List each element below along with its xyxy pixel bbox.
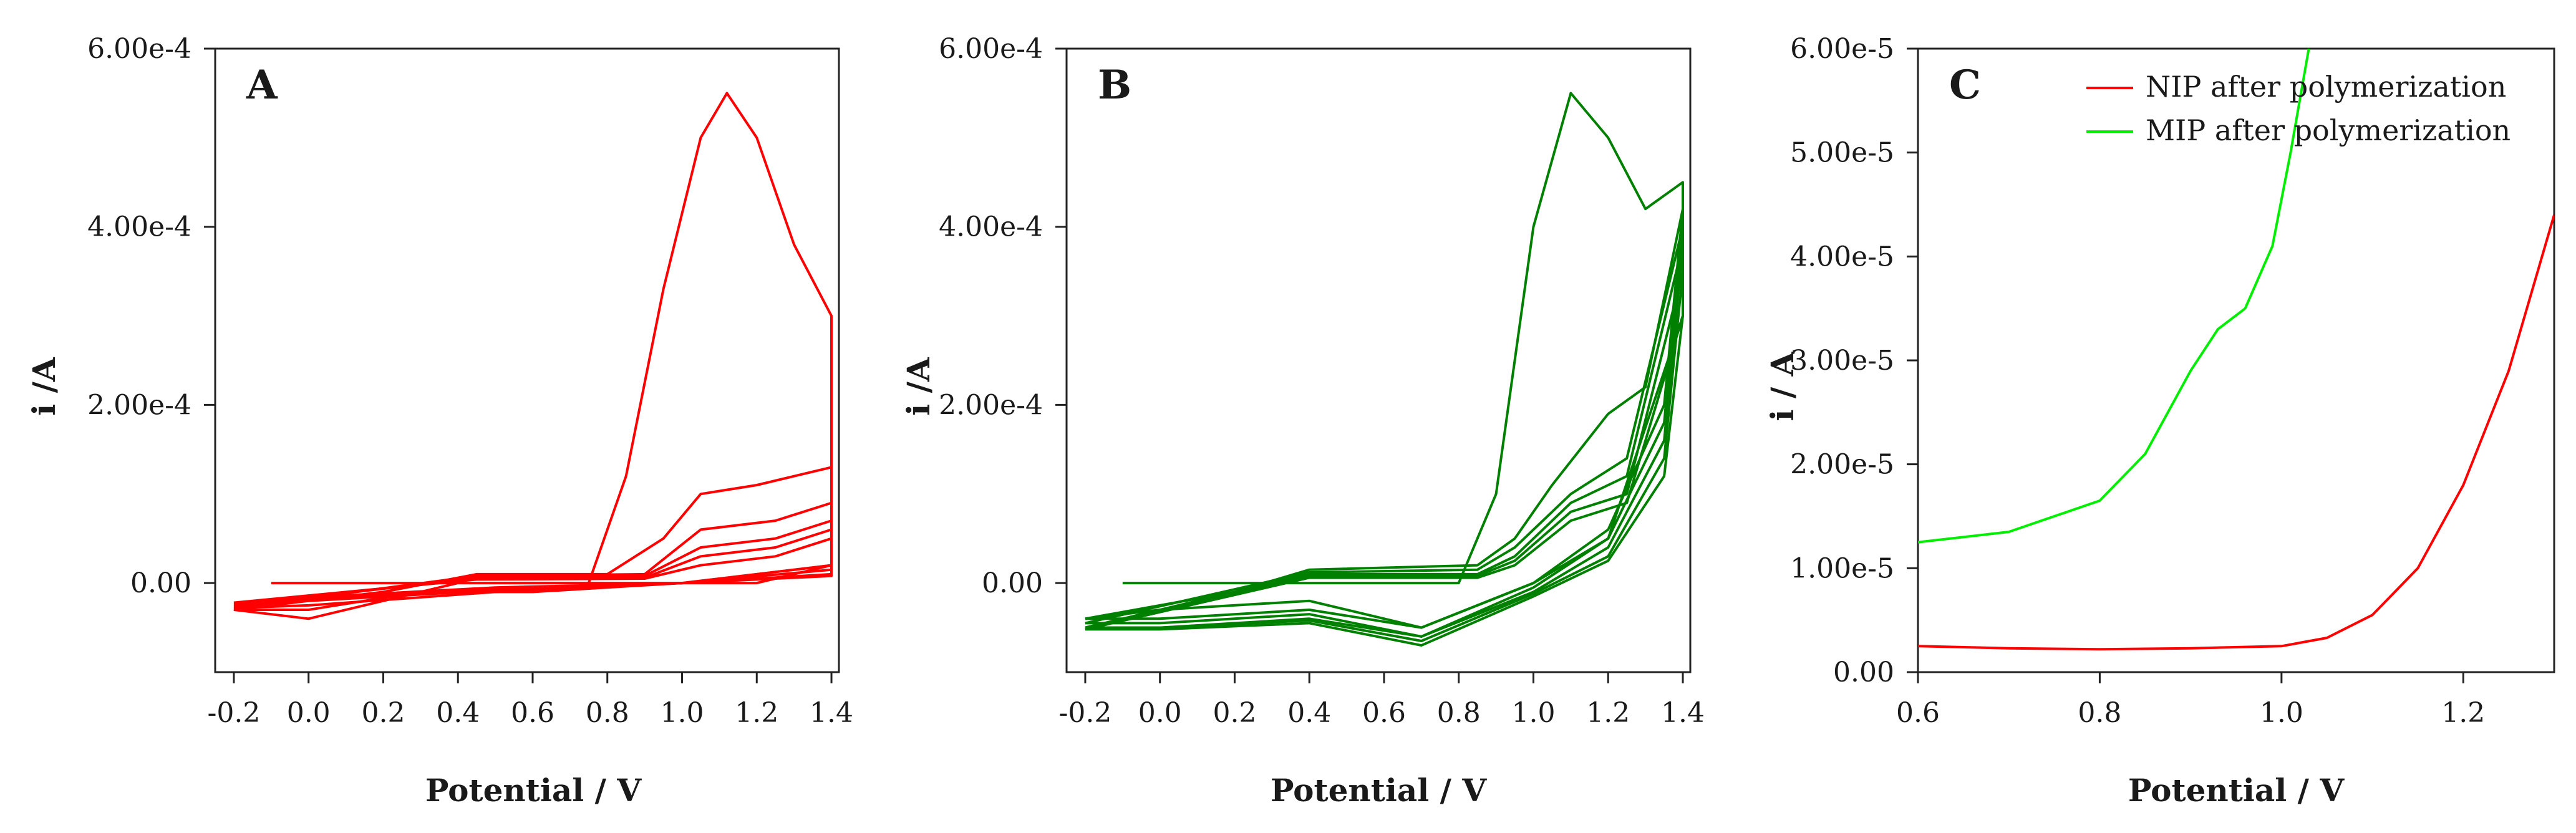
panel-a-x-tick-label: 0.2 (361, 697, 405, 729)
panel-c-x-tick-label: 0.8 (2078, 697, 2121, 729)
panel-c-letter: C (1949, 62, 1981, 108)
panel-a-x-tick-label: -0.2 (208, 697, 261, 729)
panel-c-y-tick-label: 5.00e-5 (1790, 137, 1894, 169)
panel-c-x-tick-label: 0.6 (1896, 697, 1940, 729)
panel-a-plot-frame (214, 47, 840, 673)
panel-a-x-tick-label: 1.4 (810, 697, 853, 729)
panel-a-y-tick-label: 4.00e-4 (87, 211, 191, 243)
panel-b-series-line-3 (1085, 225, 1684, 638)
panel-c-y-tick-label: 1.00e-5 (1790, 552, 1894, 584)
panel-b-x-label: Potential / V (1271, 772, 1487, 809)
panel-a-y-tick-label: 2.00e-4 (87, 389, 191, 421)
panel-a-series-line-6 (233, 537, 833, 604)
panel-c-x-label: Potential / V (2128, 772, 2345, 809)
panel-c-x-tick-label: 1.2 (2441, 697, 2485, 729)
panel-b-series-line-1 (1085, 92, 1684, 629)
panel-c-y-tick-label: 6.00e-5 (1790, 33, 1894, 65)
panel-b-series-line-5 (1085, 270, 1684, 642)
panel-c-x-tick-label: 1.0 (2260, 697, 2303, 729)
panel-b-series-line-4 (1085, 243, 1684, 638)
panel-a-y-tick-label: 0.00 (130, 567, 191, 599)
panel-b-x-tick-label: 1.0 (1512, 697, 1556, 729)
panel-b-x-tick-label: -0.2 (1059, 697, 1112, 729)
panel-b-x-tick-label: 0.2 (1213, 697, 1256, 729)
legend-label-2: MIP after polymerization (2146, 113, 2511, 147)
panel-b-plot-frame (1065, 47, 1692, 673)
panel-c-y-label: i / A (1764, 351, 1801, 421)
panel-b-letter: B (1098, 62, 1131, 108)
panel-a-letter: A (246, 62, 278, 108)
panel-c-series-line-1 (1918, 214, 2554, 651)
panel-b-y-tick-label: 2.00e-4 (939, 389, 1043, 421)
panel-a-x-label: Potential / V (425, 772, 642, 809)
panel-c-y-tick-label: 2.00e-5 (1790, 449, 1894, 481)
panel-a-x-tick-label: 0.6 (511, 697, 554, 729)
panel-a-series-line-4 (233, 519, 833, 608)
panel-b: i /A Potential / V -0.2 0.0 0.2 0.4 0.6 0.8 1.… (900, 33, 1705, 809)
panel-a-x-tick-label: 0.0 (287, 697, 331, 729)
panel-b-y-tick-label: 4.00e-4 (939, 211, 1043, 243)
panel-b-series-line-2 (1085, 208, 1684, 629)
panel-b-x-tick-label: 0.4 (1287, 697, 1331, 729)
panel-b-x-tick-label: 1.2 (1586, 697, 1630, 729)
panel-a-series-line-1 (233, 92, 833, 620)
panel-a-x-tick-label: 1.2 (735, 697, 778, 729)
panel-b-y-tick-label: 0.00 (982, 567, 1043, 599)
panel-a-x-tick-label: 0.4 (436, 697, 480, 729)
panel-c-series-line-2 (1918, 49, 2310, 544)
panel-a-x-tick-label: 0.8 (586, 697, 629, 729)
panel-b-x-tick-label: 1.4 (1661, 697, 1705, 729)
panel-a-y-tick-label: 6.00e-4 (87, 33, 191, 65)
panel-a: i /A Potential / V -0.2 0.0 0.2 0.4 0.6 0.8 1.… (26, 33, 853, 809)
panel-c-y-tick-label: 3.00e-5 (1790, 345, 1894, 377)
panel-b-y-tick-label: 6.00e-4 (939, 33, 1043, 65)
panel-c-y-tick-label: 4.00e-5 (1790, 241, 1894, 272)
legend-label-1: NIP after polymerization (2146, 70, 2506, 104)
panel-b-x-tick-label: 0.8 (1437, 697, 1481, 729)
panel-b-series-line-6 (1085, 314, 1684, 647)
panel-b-x-tick-label: 0.6 (1362, 697, 1406, 729)
panel-c: i / A Potential / V 0.6 0.8 1.0 1.2 0.00 1.00… (1764, 33, 2555, 809)
panel-a-y-label: i /A (26, 357, 62, 416)
panel-a-series-line-3 (233, 501, 833, 610)
panel-c-y-tick-label: 0.00 (1833, 657, 1894, 688)
panel-a-x-tick-label: 1.0 (661, 697, 704, 729)
panel-b-x-tick-label: 0.0 (1138, 697, 1182, 729)
panel-c-legend: NIP after polymerization MIP after polyme… (2086, 70, 2511, 147)
panel-b-y-label: i /A (900, 357, 937, 416)
